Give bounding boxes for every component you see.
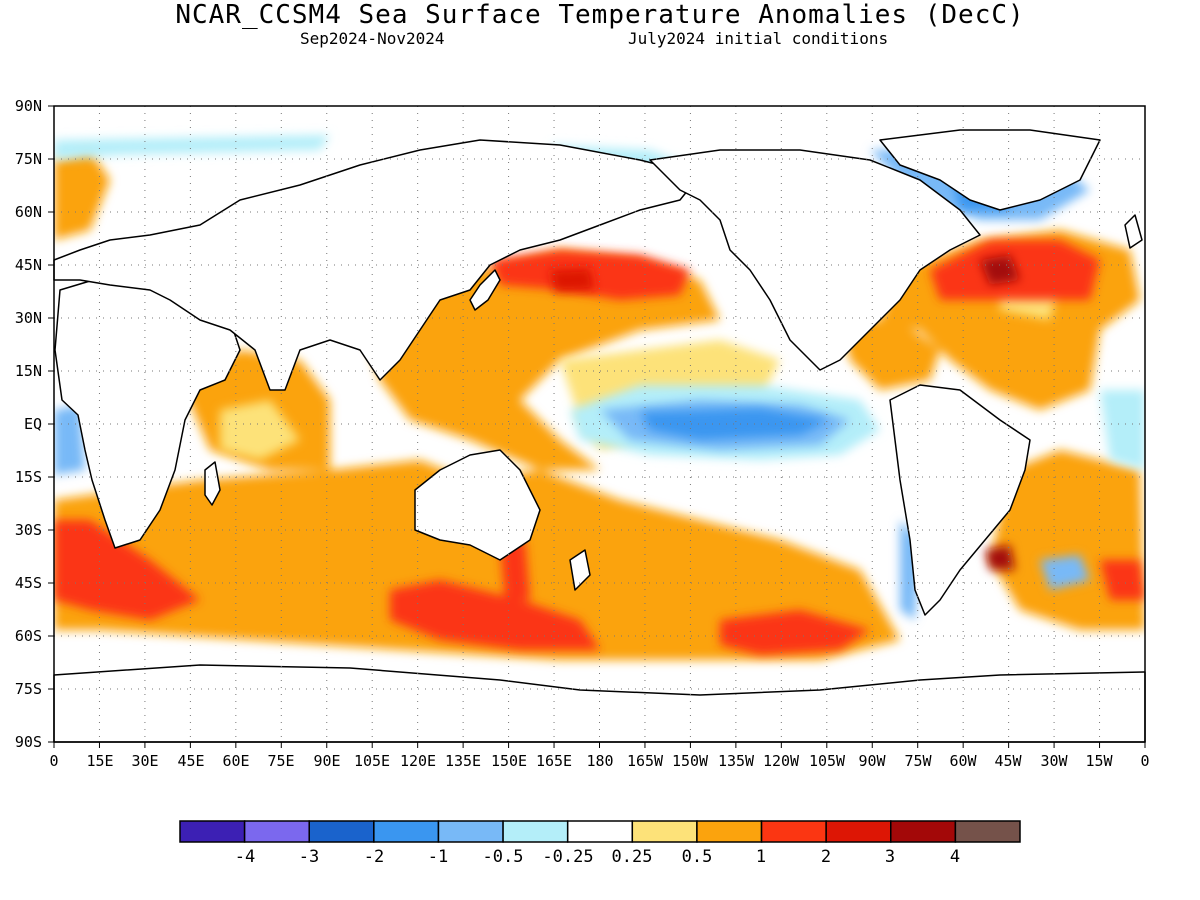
forecast-period: Sep2024-Nov2024	[300, 29, 445, 48]
lon-label: 60W	[949, 752, 977, 770]
anomaly-warm-region	[360, 250, 720, 470]
lon-label: 15E	[86, 752, 113, 770]
initial-conditions: July2024 initial conditions	[628, 29, 889, 48]
colorbar-label: -2	[364, 847, 384, 867]
anomaly-cool-region	[1040, 555, 1090, 590]
lon-label: 75W	[904, 752, 932, 770]
greenland	[879, 129, 1101, 211]
colorbar-swatch	[566, 820, 634, 843]
colorbar-swatch	[243, 820, 310, 843]
anomaly-very-strong-warm-region	[980, 255, 1020, 285]
colorbar	[179, 820, 1021, 843]
lon-label: 120E	[400, 752, 436, 770]
lat-label: 90S	[15, 733, 42, 751]
lon-label: 30W	[1040, 752, 1068, 770]
colorbar-label: 3	[885, 847, 895, 867]
lat-label: 75N	[15, 150, 42, 168]
south-america	[889, 384, 1031, 616]
lon-label: 105W	[809, 752, 846, 770]
colorbar-label: -0.5	[483, 847, 524, 867]
lon-label: 165W	[627, 752, 664, 770]
colorbar-swatch	[954, 820, 1021, 843]
uk	[1124, 214, 1143, 249]
colorbar-swatch	[308, 820, 375, 843]
lat-label: 60S	[15, 627, 42, 645]
anomaly-moderate-cool-region	[640, 408, 830, 440]
anomaly-strong-warm-region	[390, 580, 600, 650]
lat-label: 75S	[15, 680, 42, 698]
colorbar-label: 4	[950, 847, 960, 867]
lon-label: 0	[1140, 752, 1149, 770]
colorbar-swatch	[502, 820, 569, 843]
longitude-axis-labels: 0 15E 30E 45E 60E 75E 90E 105E 120E 135E…	[49, 752, 1149, 770]
colorbar-label: 2	[821, 847, 831, 867]
colorbar-swatch	[890, 820, 957, 843]
lon-label: 120W	[763, 752, 800, 770]
lon-label: 30E	[131, 752, 158, 770]
lon-label: 0	[49, 752, 58, 770]
axis-ticks	[48, 105, 1146, 748]
lon-label: 135E	[445, 752, 481, 770]
lat-label: 90N	[15, 97, 42, 115]
colorbar-swatch	[760, 820, 827, 843]
colorbar-label: 1	[756, 847, 766, 867]
anomaly-very-strong-warm-region	[550, 268, 595, 292]
lat-label: 15S	[15, 468, 42, 486]
colorbar-label: -3	[299, 847, 319, 867]
lat-label: 15N	[15, 362, 42, 380]
lat-label: 60N	[15, 203, 42, 221]
antarctica	[53, 664, 1146, 743]
lat-label: EQ	[24, 415, 42, 433]
anomaly-weak-warm-region	[220, 400, 300, 460]
anomaly-cool-region	[54, 405, 85, 475]
map-title: NCAR_CCSM4 Sea Surface Temperature Anoma…	[175, 0, 1025, 30]
lon-label: 15W	[1085, 752, 1113, 770]
colorbar-label: 0.25	[612, 847, 653, 867]
colorbar-swatch	[179, 820, 246, 843]
lat-label: 45N	[15, 256, 42, 274]
lon-label: 45W	[994, 752, 1022, 770]
madagascar	[204, 461, 221, 506]
japan	[469, 269, 501, 311]
colorbar-swatch	[696, 820, 763, 843]
lon-label: 75E	[267, 752, 294, 770]
lon-label: 105E	[354, 752, 390, 770]
north-america	[649, 149, 981, 371]
lat-label: 30S	[15, 521, 42, 539]
anomaly-strong-warm-region	[54, 520, 200, 620]
lon-label: 150W	[672, 752, 709, 770]
lon-label: 165E	[536, 752, 572, 770]
anomaly-weak-cool-region	[54, 135, 330, 160]
colorbar-label: -0.25	[542, 847, 593, 867]
lon-label: 60E	[222, 752, 249, 770]
anomaly-warm-region	[54, 150, 110, 240]
colorbar-swatch	[825, 820, 892, 843]
lon-label: 90W	[858, 752, 886, 770]
colorbar-label: -4	[235, 847, 255, 867]
colorbar-swatch	[373, 820, 440, 843]
grid-lines	[54, 106, 1145, 742]
anomaly-strong-warm-region	[720, 610, 870, 655]
colorbar-label: 0.5	[682, 847, 713, 867]
latitude-axis-labels: 90N 75N 60N 45N 30N 15N EQ 15S 30S 45S 6…	[15, 97, 42, 751]
anomaly-very-strong-warm-region	[985, 545, 1015, 570]
lon-label: 45E	[177, 752, 204, 770]
colorbar-label: -1	[428, 847, 448, 867]
anomaly-warm-region	[840, 320, 940, 390]
anomaly-warm-region	[54, 460, 900, 660]
anomaly-weak-cool-region	[1100, 390, 1145, 470]
colorbar-swatch	[631, 820, 698, 843]
lon-label: 150E	[491, 752, 527, 770]
lon-label: 135W	[718, 752, 755, 770]
anomaly-strong-warm-region	[1100, 560, 1145, 600]
colorbar-swatch	[437, 820, 504, 843]
lat-label: 30N	[15, 309, 42, 327]
lat-label: 45S	[15, 574, 42, 592]
lon-label: 90E	[313, 752, 340, 770]
new-zealand	[569, 549, 591, 591]
colorbar-labels: -4 -3 -2 -1 -0.5 -0.25 0.25 0.5 1 2 3 4	[235, 847, 960, 867]
lon-label: 180	[586, 752, 613, 770]
